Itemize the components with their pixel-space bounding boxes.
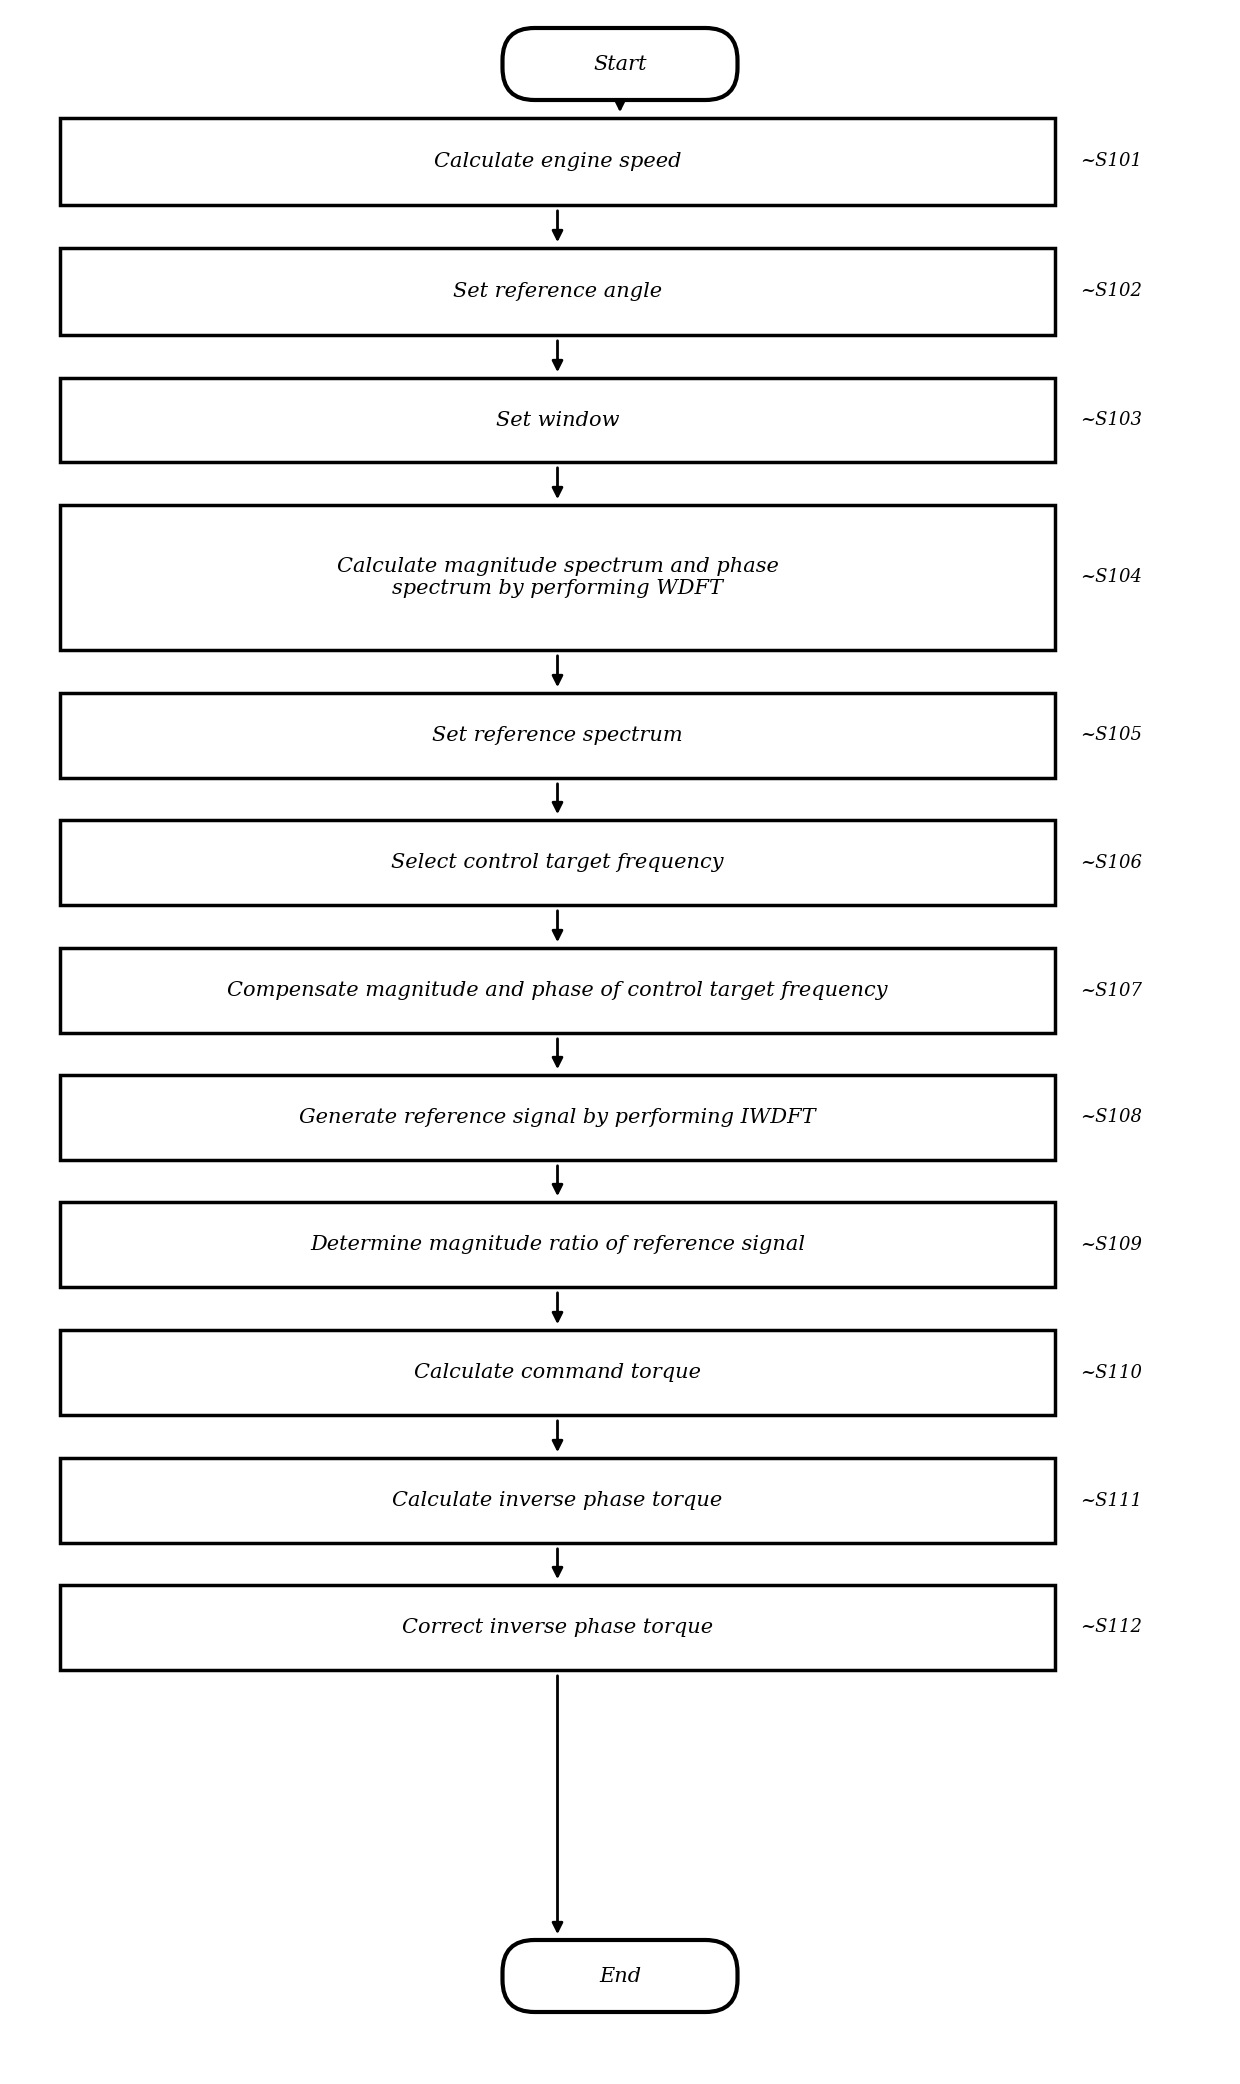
Text: ~S112: ~S112 xyxy=(1080,1619,1142,1636)
FancyBboxPatch shape xyxy=(60,248,1055,336)
Text: Determine magnitude ratio of reference signal: Determine magnitude ratio of reference s… xyxy=(310,1236,805,1255)
Text: Set window: Set window xyxy=(496,411,619,429)
Text: Calculate magnitude spectrum and phase
spectrum by performing WDFT: Calculate magnitude spectrum and phase s… xyxy=(336,556,779,598)
FancyBboxPatch shape xyxy=(60,119,1055,204)
Text: Set reference spectrum: Set reference spectrum xyxy=(433,725,683,744)
FancyBboxPatch shape xyxy=(502,27,738,100)
Text: ~S107: ~S107 xyxy=(1080,982,1142,1000)
Text: ~S108: ~S108 xyxy=(1080,1109,1142,1127)
FancyBboxPatch shape xyxy=(60,1459,1055,1542)
FancyBboxPatch shape xyxy=(60,1075,1055,1161)
Text: ~S104: ~S104 xyxy=(1080,569,1142,586)
FancyBboxPatch shape xyxy=(60,1202,1055,1288)
Text: Start: Start xyxy=(593,54,647,73)
FancyBboxPatch shape xyxy=(60,819,1055,904)
Text: Compensate magnitude and phase of control target frequency: Compensate magnitude and phase of contro… xyxy=(227,982,888,1000)
FancyBboxPatch shape xyxy=(60,948,1055,1034)
Text: Select control target frequency: Select control target frequency xyxy=(392,852,724,871)
Text: ~S106: ~S106 xyxy=(1080,854,1142,871)
Text: Set reference angle: Set reference angle xyxy=(453,281,662,300)
FancyBboxPatch shape xyxy=(60,504,1055,650)
Text: ~S110: ~S110 xyxy=(1080,1363,1142,1382)
Text: Generate reference signal by performing IWDFT: Generate reference signal by performing … xyxy=(299,1109,816,1127)
Text: ~S101: ~S101 xyxy=(1080,152,1142,171)
Text: ~S105: ~S105 xyxy=(1080,727,1142,744)
Text: ~S102: ~S102 xyxy=(1080,283,1142,300)
Text: Correct inverse phase torque: Correct inverse phase torque xyxy=(402,1617,713,1638)
Text: End: End xyxy=(599,1967,641,1986)
FancyBboxPatch shape xyxy=(60,1330,1055,1415)
Text: ~S111: ~S111 xyxy=(1080,1492,1142,1509)
Text: Calculate engine speed: Calculate engine speed xyxy=(434,152,681,171)
Text: Calculate inverse phase torque: Calculate inverse phase torque xyxy=(392,1490,723,1511)
FancyBboxPatch shape xyxy=(60,1586,1055,1669)
Text: Calculate command torque: Calculate command torque xyxy=(414,1363,701,1382)
FancyBboxPatch shape xyxy=(502,1940,738,2011)
FancyBboxPatch shape xyxy=(60,377,1055,463)
FancyBboxPatch shape xyxy=(60,694,1055,777)
Text: ~S109: ~S109 xyxy=(1080,1236,1142,1252)
Text: ~S103: ~S103 xyxy=(1080,411,1142,429)
